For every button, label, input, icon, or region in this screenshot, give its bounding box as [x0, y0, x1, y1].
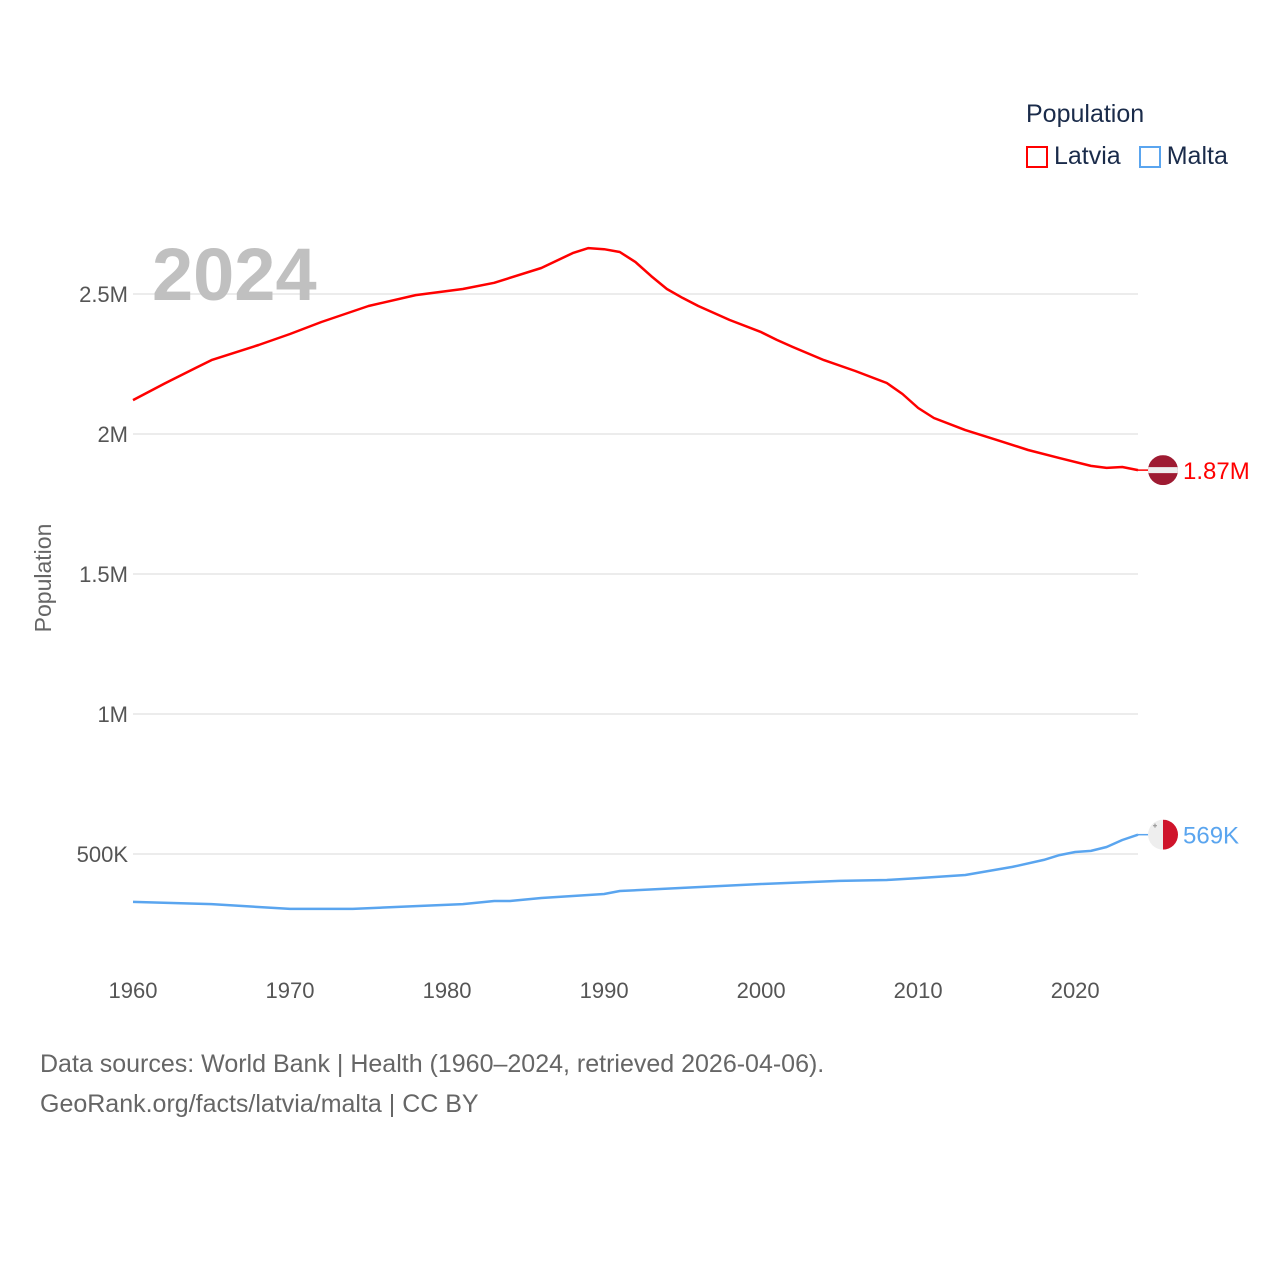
x-tick-label: 1970	[266, 978, 315, 1003]
legend-label: Malta	[1166, 142, 1228, 170]
latvia-flag-icon	[1148, 455, 1178, 486]
legend: Latvia Malta	[1026, 142, 1228, 171]
x-tick-label: 1990	[580, 978, 629, 1003]
y-axis-label: Population	[30, 524, 56, 633]
series-line-malta	[132, 833, 1139, 911]
y-tick-label: 2M	[97, 422, 128, 447]
x-tick-label: 2010	[894, 978, 943, 1003]
data-source-text: Data sources: World Bank | Health (1960–…	[40, 1050, 825, 1078]
legend-swatch-latvia	[1026, 145, 1048, 168]
y-tick-label: 1.5M	[79, 562, 128, 587]
legend-item-latvia[interactable]: Latvia	[1026, 142, 1121, 171]
legend-swatch-malta	[1138, 145, 1161, 168]
x-tick-label: 1960	[109, 978, 158, 1003]
year-watermark: 2024	[152, 233, 317, 316]
x-tick-label: 1980	[423, 978, 472, 1003]
end-value-label: 569K	[1183, 823, 1239, 850]
series-line-latvia	[132, 246, 1139, 472]
x-tick-label: 2020	[1051, 978, 1100, 1003]
legend-item-malta[interactable]: Malta	[1138, 142, 1228, 171]
y-tick-label: 2.5M	[79, 282, 128, 307]
footer: Data sources: World Bank | Health (1960–…	[40, 1044, 824, 1124]
malta-flag-icon	[1148, 819, 1178, 850]
y-tick-label: 500K	[77, 842, 129, 867]
x-tick-label: 2000	[737, 978, 786, 1003]
y-tick-label: 1M	[97, 702, 128, 727]
legend-title: Population	[1026, 100, 1145, 128]
legend-label: Latvia	[1054, 142, 1121, 170]
end-value-label: 1.87M	[1183, 458, 1250, 485]
attribution-text: GeoRank.org/facts/latvia/malta | CC BY	[40, 1090, 479, 1118]
